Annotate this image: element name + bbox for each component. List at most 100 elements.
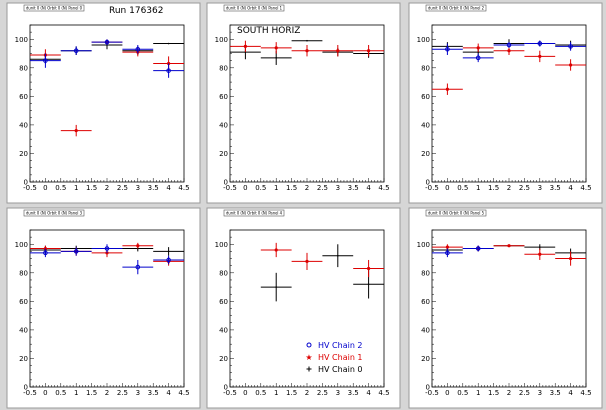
data-point-chain2 [43, 58, 48, 63]
x-tick-label: 3.5 [148, 184, 159, 192]
x-tick-label: 2 [507, 389, 511, 397]
data-point-chain1 [367, 49, 371, 53]
x-tick-label: 3 [136, 184, 140, 192]
x-tick-label: 1 [476, 389, 480, 397]
y-tick-label: 100 [215, 241, 228, 249]
y-tick-label: 60 [219, 93, 228, 101]
y-tick-label: 100 [215, 36, 228, 44]
x-tick-label: 4 [568, 389, 573, 397]
pad-6: dunit 0 (N) Orbit 0 (N) Panel 5-0.5 0 0.5 1… [408, 207, 603, 409]
x-tick-label: 4.5 [378, 389, 389, 397]
x-tick-label: 0 [445, 389, 449, 397]
data-point-chain1 [274, 248, 278, 252]
data-point-chain2 [43, 250, 48, 256]
pad-title: dunit 0 (N) Orbit 0 (N) Panel 4 [226, 211, 282, 216]
pad-title: dunit 0 (N) Orbit 0 (N) Panel 3 [26, 211, 82, 216]
y-tick-label: 60 [19, 298, 28, 306]
pad-title-box [23, 4, 85, 12]
pad-5: dunit 0 (N) Orbit 0 (N) Panel 4-0.5 0 0.5 1… [206, 207, 401, 409]
x-tick-label: 1.5 [488, 389, 499, 397]
data-point-chain2 [506, 42, 512, 48]
x-tick-label: 2 [105, 389, 109, 397]
data-point-chain1 [476, 46, 480, 50]
pad-2: dunit 0 (N) Orbit 0 (N) Panel 1-0.5 0 0.5 1… [206, 2, 401, 204]
data-point-chain1 [305, 259, 309, 263]
y-tick-label: 20 [421, 150, 430, 158]
data-point-chain1 [336, 49, 340, 53]
x-tick-label: 4 [366, 389, 371, 397]
x-tick-label: 0 [43, 389, 47, 397]
y-tick-label: 0 [426, 384, 430, 392]
x-tick-label: 1 [476, 184, 480, 192]
x-tick-label: 3.5 [348, 389, 359, 397]
data-point-chain1 [538, 54, 542, 59]
x-tick-label: 1.5 [86, 184, 97, 192]
x-tick-label: 1.5 [286, 184, 297, 192]
data-point-chain2 [166, 68, 171, 73]
x-tick-label: 2.5 [317, 389, 328, 397]
x-tick-label: 0.5 [457, 184, 468, 192]
y-tick-label: 0 [224, 384, 228, 392]
y-tick-label: 40 [219, 121, 228, 129]
y-tick-label: 0 [24, 384, 28, 392]
pad-title-box [425, 209, 487, 217]
pad-annotation: SOUTH HORIZ [237, 26, 300, 36]
legend-label: HV Chain 0 [318, 365, 363, 374]
x-tick-label: 3 [336, 389, 340, 397]
pad-title-box [425, 4, 487, 12]
x-tick-label: 3 [538, 184, 542, 192]
x-tick-label: 0.5 [255, 389, 266, 397]
x-tick-label: 4 [366, 184, 371, 192]
y-tick-label: 80 [19, 64, 28, 72]
x-tick-label: -0.5 [23, 184, 37, 192]
data-point-chain2 [445, 250, 450, 256]
data-point-chain2 [104, 39, 110, 45]
y-tick-label: 80 [421, 64, 430, 72]
data-point-chain1 [243, 44, 247, 49]
pad-title: dunit 0 (N) Orbit 0 (N) Panel 1 [226, 6, 282, 11]
plot-frame [29, 24, 185, 183]
data-point-chain0 [275, 286, 278, 288]
y-tick-label: 100 [417, 241, 430, 249]
data-point-chain0 [275, 57, 278, 59]
y-tick-label: 100 [15, 36, 28, 44]
pad-title-box [223, 209, 285, 217]
run-label: Run 176362 [109, 6, 163, 16]
x-tick-label: 4.5 [178, 389, 189, 397]
y-tick-label: 40 [19, 121, 28, 129]
y-tick-label: 40 [421, 121, 430, 129]
x-tick-label: 4.5 [580, 389, 591, 397]
data-point-chain2 [73, 48, 79, 53]
data-point-chain2 [166, 257, 171, 263]
data-point-chain1 [569, 256, 573, 261]
data-point-chain0 [367, 283, 370, 286]
pad-3: dunit 0 (N) Orbit 0 (N) Panel 2-0.5 0 0.5 1… [408, 2, 603, 204]
y-tick-label: 80 [421, 269, 430, 277]
y-tick-label: 20 [19, 355, 28, 363]
y-tick-label: 20 [219, 355, 228, 363]
x-tick-label: 0 [43, 184, 47, 192]
x-tick-label: 4.5 [178, 184, 189, 192]
data-point-chain1 [274, 46, 278, 50]
pad-1: dunit 0 (N) Orbit 0 (N) Panel 0-0.5 0 0.5 1… [6, 2, 201, 204]
legend-label: HV Chain 2 [318, 341, 363, 350]
x-tick-label: 0.5 [255, 184, 266, 192]
y-tick-label: 20 [421, 355, 430, 363]
x-tick-label: 4 [568, 184, 573, 192]
legend-marker-circle [306, 342, 312, 348]
x-tick-label: 2 [105, 184, 109, 192]
x-tick-label: 1 [74, 184, 78, 192]
y-tick-label: 60 [421, 93, 430, 101]
y-tick-label: 20 [219, 150, 228, 158]
data-point-chain1 [538, 252, 542, 256]
x-tick-label: 3.5 [550, 184, 561, 192]
x-tick-label: 0 [243, 184, 247, 192]
x-tick-label: 1 [274, 184, 278, 192]
data-point-chain0 [306, 39, 308, 42]
y-tick-label: 100 [417, 36, 430, 44]
x-tick-label: 1.5 [286, 389, 297, 397]
x-tick-label: 3.5 [148, 389, 159, 397]
x-tick-label: 0.5 [55, 184, 66, 192]
x-tick-label: -0.5 [425, 389, 439, 397]
data-point-chain1 [507, 49, 511, 53]
